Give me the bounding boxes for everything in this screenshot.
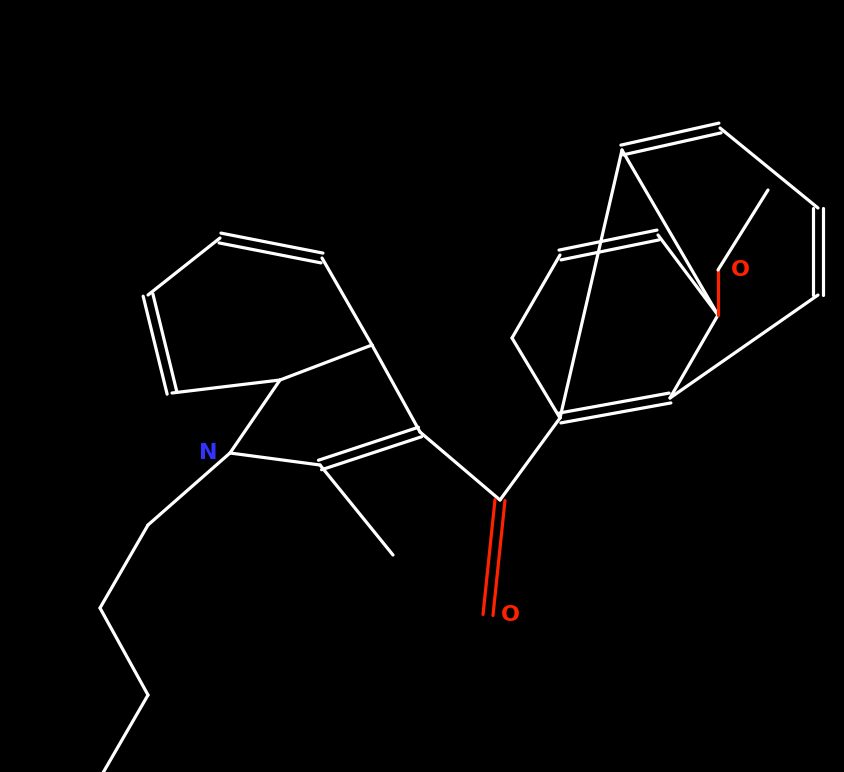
Text: O: O	[500, 605, 519, 625]
Text: O: O	[729, 260, 749, 280]
Text: N: N	[198, 443, 217, 463]
